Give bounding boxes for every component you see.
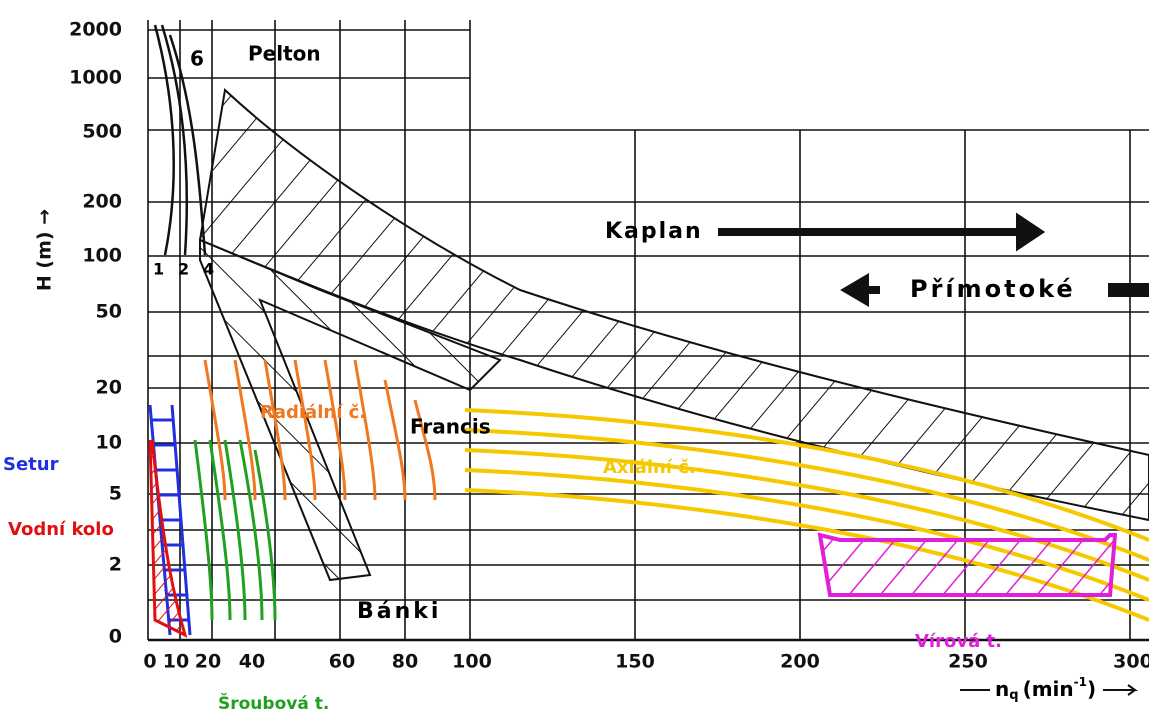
x-tick-label: 0: [143, 651, 156, 673]
vortex-label: Vírová t.: [915, 631, 1002, 652]
y-tick-label: 20: [96, 377, 122, 399]
kaplan-label: Kaplan: [605, 219, 703, 244]
vortex-region: [820, 535, 1115, 595]
pelton-label: Pelton: [248, 42, 321, 66]
curve-number: 1: [153, 260, 164, 279]
x-tick-label: 20: [195, 651, 221, 673]
axial-label: Axiální č.: [603, 457, 696, 478]
francis-label: Francis: [410, 415, 491, 439]
radial-label: Radiální č.: [260, 402, 366, 423]
curve-number: 4: [203, 260, 214, 279]
y-tick-label: 2: [109, 554, 122, 576]
primotoke-arrow: [848, 280, 880, 300]
x-tick-label: 250: [948, 651, 988, 673]
x-tick-label: 60: [329, 651, 355, 673]
x-tick-label: 300: [1113, 651, 1149, 673]
x-tick-label: 40: [239, 651, 265, 673]
y-tick-label: 1000: [69, 67, 122, 89]
y-tick-label: 500: [82, 121, 122, 143]
screw-label: Šroubová t.: [218, 692, 329, 712]
banki-label: Bánki: [357, 599, 441, 624]
y-tick-label: 200: [82, 191, 122, 213]
axis-arrow: [1103, 685, 1135, 695]
pelton-number: 6: [190, 47, 204, 71]
x-tick-label: 150: [615, 651, 655, 673]
x-tick-label: 80: [392, 651, 418, 673]
x-axis-label: nq(min-1): [995, 675, 1096, 703]
y-tick-label: 50: [96, 301, 122, 323]
y-tick-label: 0: [109, 626, 122, 648]
y-axis-label: H (m) →: [34, 209, 56, 291]
y-tick-label: 5: [109, 483, 122, 505]
y-tick-label: 10: [96, 432, 122, 454]
x-tick-label: 200: [780, 651, 820, 673]
y-tick-label: 100: [82, 245, 122, 267]
diagram: 2000100050020010050201052001020406080100…: [0, 0, 1149, 712]
primotoke-label: Přímotoké: [910, 275, 1076, 303]
setur-label: Setur: [3, 454, 59, 475]
kaplan-arrow: [718, 220, 1038, 244]
curve-number: 2: [178, 260, 189, 279]
water-wheel-label: Vodní kolo: [8, 519, 114, 540]
x-tick-label: 10: [163, 651, 189, 673]
x-tick-label: 100: [452, 651, 492, 673]
y-tick-label: 2000: [69, 19, 122, 41]
